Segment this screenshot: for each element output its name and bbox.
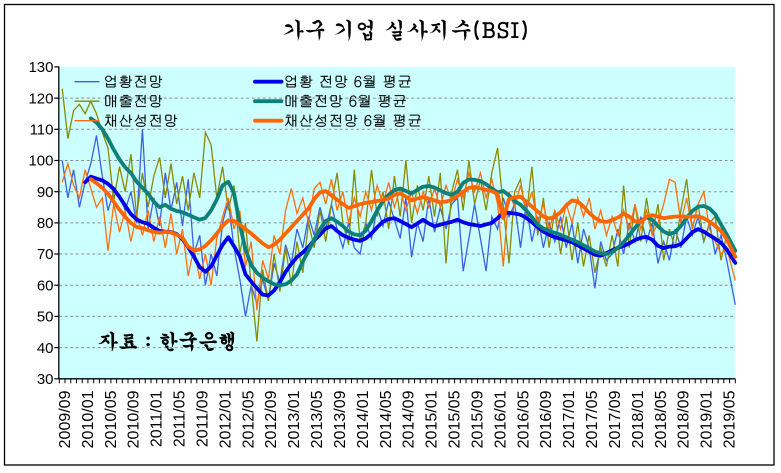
- svg-text:2017/09: 2017/09: [607, 390, 624, 448]
- svg-text:70: 70: [37, 246, 54, 263]
- svg-text:50: 50: [37, 309, 54, 326]
- svg-text:2016/01: 2016/01: [492, 390, 509, 448]
- svg-text:2018/09: 2018/09: [676, 390, 693, 448]
- svg-text:2011/09: 2011/09: [195, 390, 212, 447]
- svg-text:2019/05: 2019/05: [722, 390, 739, 448]
- svg-text:2010/01: 2010/01: [80, 390, 97, 448]
- svg-text:2015/09: 2015/09: [469, 390, 486, 448]
- svg-text:2017/05: 2017/05: [584, 390, 601, 448]
- svg-text:120: 120: [28, 90, 53, 107]
- svg-text:2010/09: 2010/09: [126, 390, 143, 448]
- svg-text:2011/01: 2011/01: [149, 390, 166, 447]
- svg-text:2016/05: 2016/05: [515, 390, 532, 448]
- svg-text:2018/01: 2018/01: [630, 390, 647, 448]
- svg-text:130: 130: [28, 59, 53, 76]
- svg-text:2012/01: 2012/01: [217, 390, 234, 448]
- svg-text:2015/05: 2015/05: [447, 390, 464, 448]
- svg-text:2010/05: 2010/05: [103, 390, 120, 448]
- svg-text:2013/01: 2013/01: [286, 390, 303, 448]
- svg-text:2012/09: 2012/09: [263, 390, 280, 448]
- svg-text:2014/01: 2014/01: [355, 390, 372, 448]
- svg-text:40: 40: [37, 340, 54, 357]
- svg-text:30: 30: [37, 371, 54, 388]
- svg-text:80: 80: [37, 215, 54, 232]
- svg-text:2015/01: 2015/01: [424, 390, 441, 448]
- svg-text:2011/05: 2011/05: [172, 390, 189, 447]
- svg-text:2014/05: 2014/05: [378, 390, 395, 448]
- svg-text:2013/05: 2013/05: [309, 390, 326, 448]
- svg-text:100: 100: [28, 153, 53, 170]
- svg-text:2014/09: 2014/09: [401, 390, 418, 448]
- svg-text:90: 90: [37, 184, 54, 201]
- svg-text:2018/05: 2018/05: [653, 390, 670, 448]
- svg-text:2012/05: 2012/05: [240, 390, 257, 448]
- svg-text:2009/09: 2009/09: [57, 390, 74, 448]
- svg-text:110: 110: [30, 122, 54, 139]
- svg-text:2013/09: 2013/09: [332, 390, 349, 448]
- svg-text:2019/01: 2019/01: [699, 390, 716, 448]
- svg-text:2017/01: 2017/01: [561, 390, 578, 448]
- svg-text:2016/09: 2016/09: [538, 390, 555, 448]
- svg-text:60: 60: [37, 277, 54, 294]
